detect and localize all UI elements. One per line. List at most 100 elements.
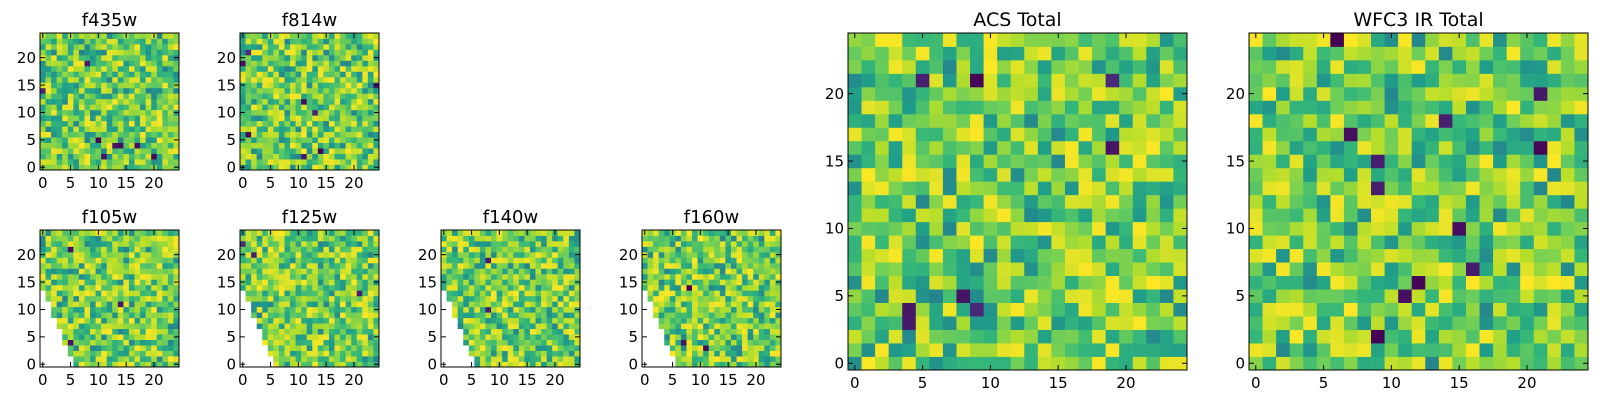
heatmap-cell	[848, 113, 862, 128]
heatmap-cell	[362, 33, 369, 39]
heatmap-cell	[1316, 302, 1331, 317]
heatmap-cell	[256, 235, 263, 242]
heatmap-cell	[552, 306, 559, 313]
heatmap-cell	[942, 167, 957, 182]
heatmap-cell	[362, 142, 369, 149]
heatmap-cell	[56, 38, 63, 45]
heatmap-cell	[680, 240, 687, 247]
heatmap-cell	[145, 295, 152, 302]
heatmap-cell	[1092, 275, 1107, 290]
heatmap-cell	[1547, 356, 1562, 371]
heatmap-cell	[128, 273, 135, 280]
heatmap-cell	[875, 302, 890, 317]
heatmap-cell	[251, 33, 258, 39]
heatmap-cell	[529, 361, 536, 368]
heatmap-cell	[446, 262, 453, 269]
heatmap-cell	[664, 279, 671, 286]
heatmap-cell	[62, 159, 69, 165]
heatmap-cell	[151, 142, 158, 149]
heatmap-cell	[145, 126, 152, 133]
heatmap-cell	[524, 251, 531, 258]
heatmap-cell	[362, 82, 369, 89]
heatmap-cell	[73, 76, 80, 83]
heatmap-cell	[328, 164, 335, 171]
heatmap-cell	[128, 240, 135, 247]
heatmap-cell	[173, 301, 180, 308]
heatmap-cell	[145, 306, 152, 313]
heatmap-cell	[245, 159, 252, 165]
heatmap-cell	[1411, 181, 1426, 196]
heatmap-cell	[145, 251, 152, 258]
heatmap-cell	[295, 120, 302, 127]
heatmap-cell	[1547, 73, 1562, 88]
heatmap-cell	[62, 279, 69, 286]
heatmap-cell	[1560, 302, 1575, 317]
heatmap-cell	[301, 317, 308, 324]
heatmap-cell	[546, 345, 553, 351]
heatmap-cell	[474, 284, 481, 291]
heatmap-cell	[1276, 275, 1291, 290]
heatmap-cell	[273, 240, 280, 247]
heatmap-cell	[557, 323, 564, 330]
heatmap-cell	[1078, 289, 1093, 303]
heatmap-cell	[73, 230, 80, 236]
heatmap-cell	[67, 142, 74, 149]
heatmap-cell	[457, 312, 464, 319]
heatmap-cell	[284, 312, 291, 319]
heatmap-cell	[290, 164, 296, 171]
heatmap-cell	[117, 257, 124, 264]
heatmap-cell	[140, 284, 147, 291]
heatmap-cell	[692, 235, 698, 242]
heatmap-cell	[664, 290, 671, 297]
heatmap-cell	[123, 43, 130, 50]
heatmap-cell	[1479, 154, 1494, 169]
heatmap-cell	[1132, 316, 1147, 330]
heatmap-cell	[1146, 181, 1161, 196]
heatmap-cell	[546, 306, 553, 313]
heatmap-cell	[1520, 140, 1535, 155]
heatmap-cell	[518, 350, 525, 357]
heatmap-cell	[725, 262, 732, 269]
heatmap-cell	[328, 257, 335, 264]
heatmap-cell	[295, 159, 302, 165]
heatmap-cell	[267, 49, 274, 56]
heatmap-cell	[457, 240, 464, 247]
heatmap-cell	[262, 317, 269, 324]
heatmap-cell	[997, 113, 1012, 128]
heatmap-cell	[106, 65, 113, 72]
heatmap-cell	[373, 284, 380, 291]
heatmap-cell	[162, 301, 169, 308]
heatmap-cell	[653, 268, 660, 275]
heatmap-cell	[524, 290, 531, 297]
heatmap-cell	[67, 279, 74, 286]
heatmap-cell	[95, 345, 102, 351]
heatmap-cell	[697, 240, 704, 247]
heatmap-cell	[568, 230, 575, 236]
heatmap-cell	[441, 235, 447, 242]
heatmap-cell	[112, 317, 119, 324]
heatmap-cell	[915, 275, 930, 290]
heatmap-cell	[167, 230, 174, 236]
heatmap-cell	[1438, 329, 1453, 344]
heatmap-cell	[997, 100, 1012, 115]
heatmap-cell	[915, 248, 930, 263]
heatmap-cell	[278, 87, 285, 94]
x-tick-label: 10	[691, 371, 710, 389]
heatmap-cell	[301, 142, 308, 149]
heatmap-cell	[758, 251, 765, 258]
heatmap-cell	[273, 54, 280, 61]
heatmap-cell	[306, 230, 313, 236]
heatmap-cell	[507, 279, 514, 286]
heatmap-cell	[1010, 208, 1025, 223]
heatmap-cell	[73, 246, 80, 253]
heatmap-cell	[340, 246, 347, 253]
heatmap-cell	[73, 159, 80, 165]
heatmap-cell	[1411, 262, 1426, 277]
heatmap-cell	[1506, 100, 1521, 115]
heatmap-cell	[491, 230, 497, 236]
heatmap-cell	[90, 43, 96, 50]
heatmap-cell	[970, 208, 984, 223]
heatmap-cell	[128, 334, 135, 340]
heatmap-cell	[90, 142, 96, 149]
heatmap-cell	[1262, 140, 1277, 155]
